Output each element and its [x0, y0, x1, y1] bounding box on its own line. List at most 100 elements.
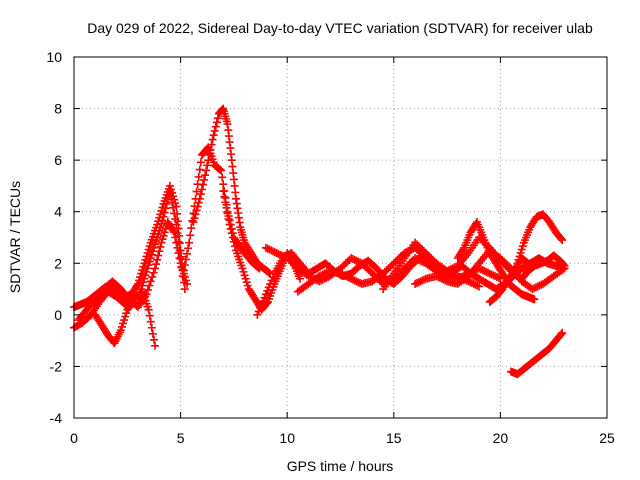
data-point — [530, 284, 539, 293]
data-point — [223, 209, 232, 218]
data-point — [219, 180, 228, 189]
data-point — [414, 255, 423, 264]
data-point — [168, 198, 177, 207]
data-point — [432, 272, 441, 281]
data-point — [523, 258, 532, 267]
data-point — [208, 135, 217, 144]
data-point — [416, 256, 425, 265]
data-point — [560, 261, 569, 270]
plot-frame — [73, 56, 608, 419]
series-arc-e — [133, 143, 264, 304]
data-point — [175, 246, 184, 255]
data-point — [180, 285, 189, 294]
data-point — [172, 220, 181, 229]
data-point — [437, 274, 446, 283]
x-tick-label: 20 — [493, 430, 509, 446]
data-point — [558, 236, 567, 245]
data-point — [180, 261, 189, 270]
series-arc-f — [189, 104, 275, 278]
data-point — [129, 297, 138, 306]
x-tick-label: 5 — [177, 430, 185, 446]
data-point — [228, 233, 237, 242]
data-point — [160, 208, 169, 217]
data-point — [412, 279, 421, 288]
data-point — [341, 272, 350, 281]
data-point — [459, 245, 468, 254]
data-point — [230, 242, 239, 251]
y-tick-label: 0 — [54, 307, 62, 323]
data-point — [347, 254, 356, 263]
data-point — [482, 267, 491, 276]
data-point — [467, 279, 476, 288]
data-point — [171, 233, 180, 242]
data-point — [557, 330, 566, 339]
data-point — [187, 224, 196, 233]
data-point — [557, 234, 566, 243]
data-point — [439, 275, 448, 284]
data-point — [483, 268, 492, 277]
data-point — [487, 270, 496, 279]
data-point — [343, 273, 352, 282]
data-point — [531, 283, 540, 292]
data-point — [143, 285, 152, 294]
data-point — [225, 220, 234, 229]
data-point — [197, 185, 206, 194]
data-point — [276, 250, 285, 259]
series-arc-j — [293, 243, 484, 296]
data-point — [192, 187, 201, 196]
series-arc-q — [507, 328, 567, 379]
data-point — [416, 277, 425, 286]
data-point — [211, 122, 220, 131]
data-point — [345, 273, 354, 282]
series-arc-c — [74, 218, 191, 325]
data-point — [316, 271, 325, 280]
data-point — [224, 215, 233, 224]
data-point — [222, 203, 231, 212]
data-point — [151, 341, 160, 350]
data-point — [189, 218, 198, 227]
data-point — [169, 203, 178, 212]
data-point — [265, 245, 274, 254]
data-point — [435, 273, 444, 282]
data-point — [277, 251, 286, 260]
data-point — [201, 171, 210, 180]
data-point — [185, 238, 194, 247]
data-point — [209, 131, 218, 140]
data-point — [204, 156, 213, 165]
y-tick-label: 4 — [54, 204, 62, 220]
data-point — [265, 268, 274, 277]
data-point — [216, 165, 225, 174]
data-point — [348, 275, 357, 284]
data-point — [195, 194, 204, 203]
data-point — [173, 229, 182, 238]
data-point — [352, 277, 361, 286]
y-axis-label: SDTVAR / TECUs — [7, 181, 23, 293]
data-point — [279, 252, 288, 261]
data-point — [194, 172, 203, 181]
data-point — [336, 269, 345, 278]
data-point — [315, 272, 324, 281]
series-arc-d — [91, 297, 138, 348]
data-point — [153, 255, 162, 264]
y-tick-label: 2 — [54, 255, 62, 271]
data-point — [169, 226, 178, 235]
data-point — [220, 192, 229, 201]
data-point — [182, 279, 191, 288]
data-point — [154, 251, 163, 260]
data-point — [182, 249, 191, 258]
data-point — [194, 198, 203, 207]
data-point — [192, 206, 201, 215]
data-point — [148, 329, 157, 338]
data-point — [146, 317, 155, 326]
data-point — [128, 299, 137, 308]
data-point — [444, 266, 453, 275]
data-point — [274, 249, 283, 258]
data-point — [145, 281, 154, 290]
data-point — [165, 187, 174, 196]
data-point — [213, 114, 222, 123]
data-point — [148, 273, 157, 282]
data-point — [261, 243, 270, 252]
data-point — [350, 255, 359, 264]
data-point — [485, 269, 494, 278]
data-point — [478, 266, 487, 275]
